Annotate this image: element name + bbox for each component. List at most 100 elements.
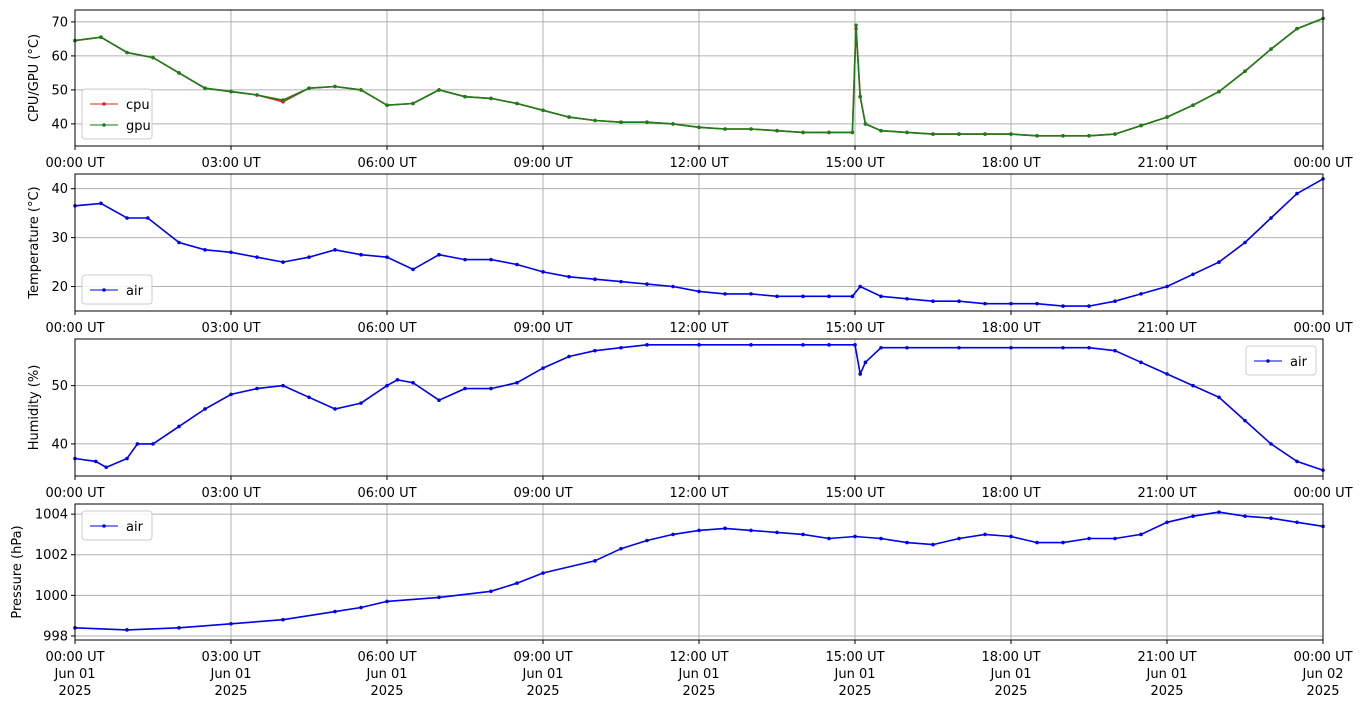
data-point-gpu bbox=[229, 89, 233, 94]
data-point-air bbox=[749, 292, 753, 296]
data-point-gpu bbox=[151, 55, 155, 60]
legend-label-air: air bbox=[126, 284, 144, 299]
data-point-air bbox=[1061, 345, 1065, 350]
data-point-gpu bbox=[1217, 89, 1221, 94]
data-point-air bbox=[1165, 372, 1169, 376]
data-point-air bbox=[1165, 520, 1169, 525]
legend-label-air: air bbox=[126, 520, 144, 535]
data-point-air bbox=[437, 595, 441, 600]
data-point-air bbox=[858, 284, 862, 289]
data-point-air bbox=[411, 267, 415, 272]
data-point-gpu bbox=[1035, 134, 1039, 138]
data-point-air bbox=[541, 270, 545, 274]
data-point-gpu bbox=[671, 122, 675, 126]
data-point-air bbox=[827, 536, 831, 541]
series-line-gpu bbox=[74, 17, 1324, 137]
x-tick-label: 12:00 UT bbox=[669, 321, 728, 336]
data-point-air bbox=[1139, 292, 1143, 296]
data-point-air bbox=[203, 248, 207, 252]
data-point-gpu bbox=[775, 128, 779, 133]
x-tick-label: 21:00 UT bbox=[1137, 650, 1196, 665]
data-point-air bbox=[931, 542, 935, 547]
legend-marker-air bbox=[1266, 359, 1270, 363]
data-point-gpu bbox=[541, 108, 545, 113]
y-tick-label: 40 bbox=[51, 117, 68, 132]
y-axis-label: Pressure (hPa) bbox=[10, 525, 25, 618]
data-point-gpu bbox=[1295, 26, 1299, 31]
x-tick-label: 15:00 UT bbox=[825, 321, 884, 336]
data-point-gpu bbox=[125, 50, 129, 55]
data-point-gpu bbox=[281, 98, 285, 102]
data-point-air bbox=[827, 343, 831, 347]
data-point-air bbox=[489, 386, 493, 391]
data-point-air bbox=[567, 274, 571, 279]
data-point-air bbox=[593, 277, 597, 281]
data-point-air bbox=[229, 392, 233, 397]
data-point-gpu bbox=[333, 84, 337, 89]
data-point-air bbox=[1217, 395, 1221, 400]
data-point-air bbox=[177, 626, 181, 630]
data-point-air bbox=[775, 530, 779, 535]
data-point-air bbox=[983, 532, 987, 537]
y-tick-label: 40 bbox=[51, 182, 68, 197]
y-tick-label: 998 bbox=[43, 629, 68, 644]
x-tick-label: 03:00 UT bbox=[201, 486, 260, 501]
x-tick-label: 06:00 UT bbox=[357, 321, 416, 336]
data-point-gpu bbox=[307, 86, 311, 90]
y-tick-label: 20 bbox=[51, 280, 68, 295]
legend: air bbox=[81, 510, 153, 541]
data-point-air bbox=[801, 343, 805, 347]
y-tick-label: 50 bbox=[51, 83, 68, 98]
x-tick-label: 21:00 UT bbox=[1137, 486, 1196, 501]
y-tick-label: 60 bbox=[51, 49, 68, 64]
data-point-gpu bbox=[99, 35, 103, 39]
data-point-air bbox=[775, 294, 779, 299]
data-point-air bbox=[593, 348, 597, 353]
data-point-air bbox=[359, 401, 363, 405]
y-axis-label: Temperature (°C) bbox=[27, 186, 42, 299]
data-point-air bbox=[1087, 304, 1091, 308]
x-tick-label: 12:00 UT bbox=[669, 156, 728, 171]
data-point-gpu bbox=[489, 96, 493, 101]
data-point-air bbox=[515, 380, 519, 385]
subplot-3: 998 1000 1002 1004 Pressure (hPa) 00:00 UT Jun… bbox=[10, 503, 1353, 699]
data-point-air bbox=[125, 216, 129, 220]
data-point-air bbox=[541, 366, 545, 370]
data-point-gpu bbox=[983, 132, 987, 136]
series-line-air bbox=[74, 178, 1324, 307]
data-point-air bbox=[1061, 304, 1065, 308]
data-point-gpu bbox=[854, 23, 858, 28]
data-point-air bbox=[827, 294, 831, 299]
data-point-air bbox=[697, 289, 701, 294]
data-point-gpu bbox=[1165, 115, 1169, 119]
legend: air bbox=[1245, 345, 1317, 376]
data-point-air bbox=[1139, 532, 1143, 537]
x-tick-label: 06:00 UT bbox=[357, 650, 416, 665]
x-date-label: Jun 01 bbox=[834, 667, 876, 682]
x-tick-label: 12:00 UT bbox=[669, 650, 728, 665]
data-point-air bbox=[104, 465, 108, 470]
legend-label-cpu: cpu bbox=[126, 98, 150, 113]
data-point-air bbox=[671, 284, 675, 289]
data-point-air bbox=[135, 442, 140, 446]
data-point-air bbox=[1217, 510, 1221, 514]
data-point-air bbox=[905, 296, 909, 301]
data-point-gpu bbox=[850, 130, 855, 135]
data-point-air bbox=[723, 292, 727, 296]
y-tick-label: 50 bbox=[51, 379, 68, 394]
x-date-label: 2025 bbox=[1150, 684, 1183, 699]
data-point-air bbox=[203, 407, 207, 411]
y-tick-label: 40 bbox=[51, 437, 68, 452]
data-point-air bbox=[385, 599, 389, 604]
x-tick-label: 21:00 UT bbox=[1137, 156, 1196, 171]
y-axis-label: Humidity (%) bbox=[27, 365, 42, 451]
data-point-gpu bbox=[863, 122, 868, 126]
data-point-gpu bbox=[723, 127, 727, 131]
data-point-air bbox=[1243, 240, 1247, 245]
data-point-gpu bbox=[177, 71, 181, 75]
data-point-air bbox=[146, 216, 150, 220]
legend-marker-cpu bbox=[102, 102, 106, 106]
data-point-air bbox=[1191, 514, 1195, 518]
data-point-gpu bbox=[255, 93, 259, 97]
